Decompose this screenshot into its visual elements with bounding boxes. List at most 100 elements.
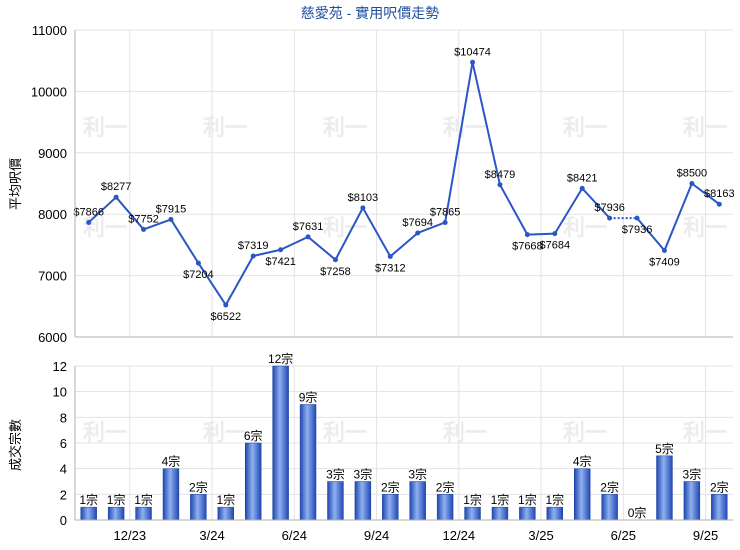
watermark-mark: 利一: [203, 420, 247, 445]
count-data-label: 3宗: [683, 467, 702, 482]
count-tick-label: 0: [60, 513, 67, 528]
price-tick-label: 7000: [38, 269, 67, 284]
price-point: [113, 194, 119, 200]
price-line-segment: [224, 255, 255, 306]
count-data-label: 0宗: [628, 505, 647, 520]
count-data-label: 1宗: [518, 492, 537, 507]
count-bar: [656, 455, 673, 521]
count-bar: [436, 494, 454, 521]
price-point: [579, 185, 585, 191]
count-bar: [299, 404, 317, 521]
line-series: $7866 $8277 $7752$7915 $7204 $6522 $7319 $7421…: [73, 46, 734, 323]
price-point: [524, 232, 530, 238]
count-bar: [190, 494, 207, 521]
price-line-segment: [553, 187, 584, 235]
x-tick-label: 9/25: [693, 528, 718, 543]
price-point: [661, 247, 667, 253]
count-bar: [245, 442, 262, 521]
watermark-mark: 利一: [443, 420, 487, 445]
watermark-mark: 利一: [563, 115, 607, 140]
x-tick-label: 12/24: [443, 528, 476, 543]
price-line-segment: [581, 187, 611, 219]
count-bar: [574, 468, 591, 521]
chart-title: 慈愛苑 - 實用呎價走勢: [301, 5, 439, 21]
count-data-label: 4宗: [573, 454, 592, 469]
price-line-segment: [362, 207, 392, 257]
price-line-segment: [663, 183, 693, 251]
axes: 6000 7000 8000 9000 10000 11000 0 2 4 6 8 10 12 12/23…: [31, 23, 733, 543]
price-line-segment: [334, 207, 364, 261]
count-bar: [683, 481, 701, 521]
count-data-label: 9宗: [299, 390, 318, 405]
price-line-segment: [389, 232, 419, 258]
price-point: [552, 231, 558, 237]
watermark-mark: 利一: [83, 215, 127, 240]
price-data-label: $7204: [183, 269, 214, 281]
price-tick-label: 10000: [31, 84, 67, 99]
price-data-label: $7915: [156, 203, 187, 215]
price-data-label: $7684: [539, 240, 570, 252]
count-bar: [162, 468, 180, 521]
price-point: [195, 260, 201, 266]
watermark-mark: 利一: [683, 215, 727, 240]
count-data-label: 2宗: [600, 479, 619, 494]
price-data-label: $8479: [485, 169, 516, 181]
price-axis-title: 平均呎價: [8, 158, 23, 210]
count-tick-label: 12: [53, 359, 67, 374]
price-data-label: $7668: [512, 241, 543, 253]
count-data-label: 1宗: [216, 492, 235, 507]
count-data-label: 2宗: [436, 479, 455, 494]
count-bar: [519, 506, 536, 521]
price-line-segment: [636, 217, 666, 252]
x-tick-label: 6/24: [282, 528, 307, 543]
price-point: [689, 181, 695, 186]
price-point: [168, 216, 174, 222]
watermark-mark: 利一: [563, 215, 607, 240]
watermark-mark: 利一: [83, 420, 127, 445]
price-data-label: $8421: [567, 172, 598, 184]
price-point: [86, 219, 92, 225]
price-point: [278, 247, 284, 253]
price-data-label: $8500: [677, 168, 708, 180]
count-tick-label: 6: [60, 436, 67, 451]
watermark-mark: 利一: [323, 420, 367, 445]
price-line-segment: [307, 236, 337, 261]
count-bar: [409, 481, 426, 521]
price-point: [305, 234, 311, 240]
count-bar: [382, 494, 399, 521]
price-data-label: $7865: [430, 206, 461, 218]
count-data-label: 4宗: [162, 454, 181, 469]
count-data-label: 3宗: [354, 467, 373, 482]
x-tick-label: 3/25: [528, 528, 553, 543]
price-data-label: $7319: [238, 240, 269, 252]
price-line-segment: [471, 62, 501, 186]
x-tick-label: 12/23: [114, 528, 147, 543]
price-tick-label: 6000: [38, 330, 67, 345]
count-data-label: 2宗: [189, 479, 208, 494]
count-data-label: 6宗: [244, 428, 263, 443]
count-data-label: 3宗: [326, 467, 345, 482]
count-data-label: 3宗: [408, 467, 427, 482]
watermark-mark: 利一: [683, 420, 727, 445]
price-data-label: $10474: [454, 46, 491, 58]
watermark-mark: 利一: [683, 115, 727, 140]
price-line-segment: [252, 248, 281, 257]
price-data-label: $6522: [210, 311, 241, 323]
price-point: [141, 226, 147, 232]
price-point: [223, 302, 229, 308]
count-data-label: 1宗: [545, 492, 564, 507]
price-data-label: $7421: [265, 256, 296, 268]
x-tick-label: 9/24: [364, 528, 389, 543]
x-tick-label: 6/25: [611, 528, 636, 543]
watermark-mark: 利一: [203, 115, 247, 140]
count-tick-label: 10: [53, 385, 67, 400]
price-point: [716, 201, 722, 207]
price-line-segment: [280, 235, 309, 251]
count-bar: [80, 506, 97, 521]
price-point: [332, 257, 338, 263]
price-data-label: $7409: [649, 256, 680, 268]
price-line-segment: [417, 221, 446, 234]
count-data-label: 1宗: [79, 492, 98, 507]
